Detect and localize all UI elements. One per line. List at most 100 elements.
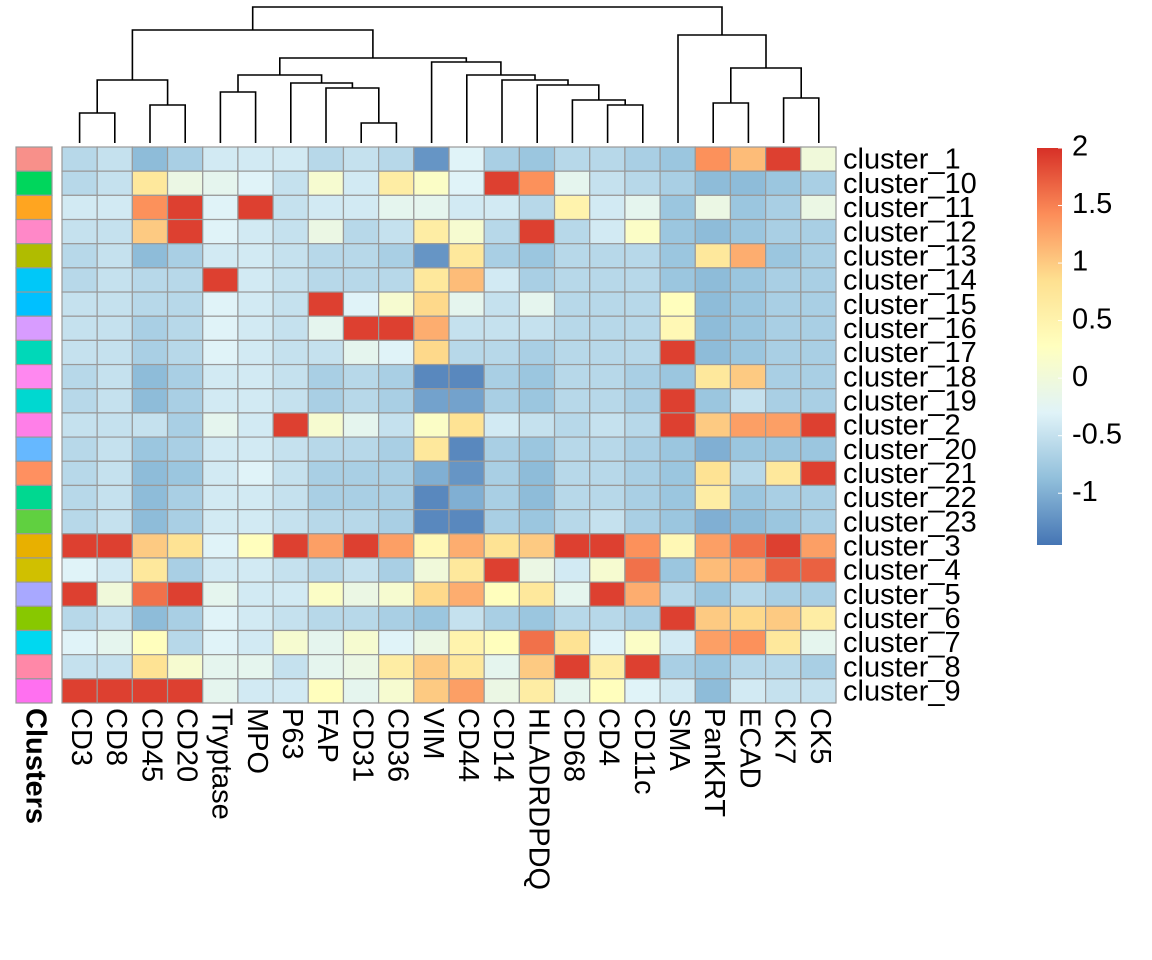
- heatmap-cell: [765, 484, 802, 511]
- heatmap-cell: [483, 460, 520, 487]
- heatmap-cell: [800, 460, 837, 487]
- heatmap-cell: [342, 605, 380, 632]
- heatmap-cell: [342, 315, 380, 341]
- row-label: cluster_10: [843, 168, 977, 200]
- heatmap-cell: [518, 146, 556, 172]
- heatmap-cell: [765, 388, 802, 414]
- heatmap-cell: [765, 218, 802, 245]
- heatmap-cell: [765, 436, 802, 462]
- heatmap-cell: [518, 170, 556, 196]
- annotation-cell: [15, 412, 53, 438]
- heatmap-cell: [378, 412, 415, 438]
- heatmap-cell: [659, 267, 696, 293]
- heatmap-cell: [624, 654, 661, 680]
- heatmap-cell: [765, 654, 802, 680]
- heatmap-cell: [624, 218, 661, 245]
- heatmap-cell: [131, 315, 169, 341]
- heatmap-cell: [694, 146, 732, 172]
- annotation-cell: [15, 557, 53, 583]
- heatmap-cell: [694, 291, 732, 317]
- heatmap-cell: [624, 509, 661, 535]
- heatmap-cell: [237, 388, 274, 414]
- annotation-cell: [15, 678, 53, 704]
- heatmap-cell: [765, 533, 802, 559]
- heatmap-cell: [131, 146, 169, 172]
- heatmap-cell: [378, 436, 415, 462]
- heatmap-cell: [729, 678, 767, 704]
- heatmap-cell: [518, 218, 556, 245]
- heatmap-cell: [659, 218, 696, 245]
- heatmap-cell: [342, 581, 380, 607]
- heatmap-cell: [589, 218, 626, 245]
- heatmap-cell: [624, 484, 661, 511]
- heatmap-cell: [96, 243, 133, 269]
- heatmap-cell: [307, 629, 345, 656]
- heatmap-cell: [342, 218, 380, 245]
- heatmap-cell: [624, 243, 661, 269]
- heatmap-cell: [342, 170, 380, 196]
- heatmap-cell: [237, 412, 274, 438]
- heatmap-cell: [272, 509, 309, 535]
- heatmap-cell: [624, 194, 661, 221]
- heatmap-cell: [237, 363, 274, 390]
- heatmap-cell: [694, 170, 732, 196]
- heatmap-cell: [483, 194, 520, 221]
- heatmap-cell: [237, 557, 274, 583]
- heatmap-cell: [518, 654, 556, 680]
- heatmap-cell: [166, 146, 204, 172]
- column-label: SMA: [663, 708, 695, 772]
- heatmap-cell: [448, 194, 485, 221]
- heatmap-cell: [553, 509, 591, 535]
- row-label: cluster_4: [843, 555, 961, 587]
- heatmap-cell: [272, 436, 309, 462]
- heatmap-cell: [272, 267, 309, 293]
- heatmap-cell: [553, 218, 591, 245]
- column-label: CD4: [593, 708, 625, 766]
- legend-tick-label: -1: [1072, 476, 1098, 508]
- heatmap-cell: [659, 533, 696, 559]
- column-label: MPO: [241, 708, 273, 774]
- heatmap-cell: [448, 315, 485, 341]
- heatmap-cell: [378, 243, 415, 269]
- annotation-cell: [15, 436, 53, 462]
- heatmap-cell: [96, 267, 133, 293]
- heatmap-cell: [729, 339, 767, 366]
- row-label: cluster_21: [843, 458, 977, 490]
- heatmap-cell: [272, 243, 309, 269]
- heatmap-cell: [553, 146, 591, 172]
- heatmap-cell: [131, 436, 169, 462]
- heatmap-cell: [659, 243, 696, 269]
- heatmap-cell: [624, 557, 661, 583]
- heatmap-cell: [202, 267, 239, 293]
- row-label: cluster_2: [843, 410, 961, 442]
- heatmap-cell: [694, 218, 732, 245]
- heatmap-cell: [96, 194, 133, 221]
- heatmap-cell: [553, 605, 591, 632]
- heatmap-cell: [307, 218, 345, 245]
- heatmap-cell: [237, 146, 274, 172]
- heatmap-cell: [800, 339, 837, 366]
- heatmap-cell: [659, 436, 696, 462]
- heatmap-cell: [694, 654, 732, 680]
- heatmap-cell: [61, 388, 98, 414]
- heatmap-cell: [624, 315, 661, 341]
- heatmap-cell: [307, 363, 345, 390]
- heatmap-cell: [553, 629, 591, 656]
- heatmap-cell: [413, 678, 450, 704]
- heatmap-cell: [413, 629, 450, 656]
- heatmap-cell: [237, 291, 274, 317]
- heatmap-cell: [166, 339, 204, 366]
- heatmap-cell: [202, 557, 239, 583]
- heatmap-cell: [448, 678, 485, 704]
- heatmap-cell: [765, 170, 802, 196]
- heatmap-cell: [237, 170, 274, 196]
- heatmap-cell: [553, 243, 591, 269]
- legend-tick-label: 1.5: [1072, 188, 1112, 220]
- heatmap-cell: [800, 533, 837, 559]
- heatmap-cell: [800, 581, 837, 607]
- heatmap-cell: [448, 170, 485, 196]
- annotation-cell: [15, 315, 53, 341]
- row-label: cluster_20: [843, 434, 977, 466]
- heatmap-cell: [483, 533, 520, 559]
- heatmap-cell: [202, 315, 239, 341]
